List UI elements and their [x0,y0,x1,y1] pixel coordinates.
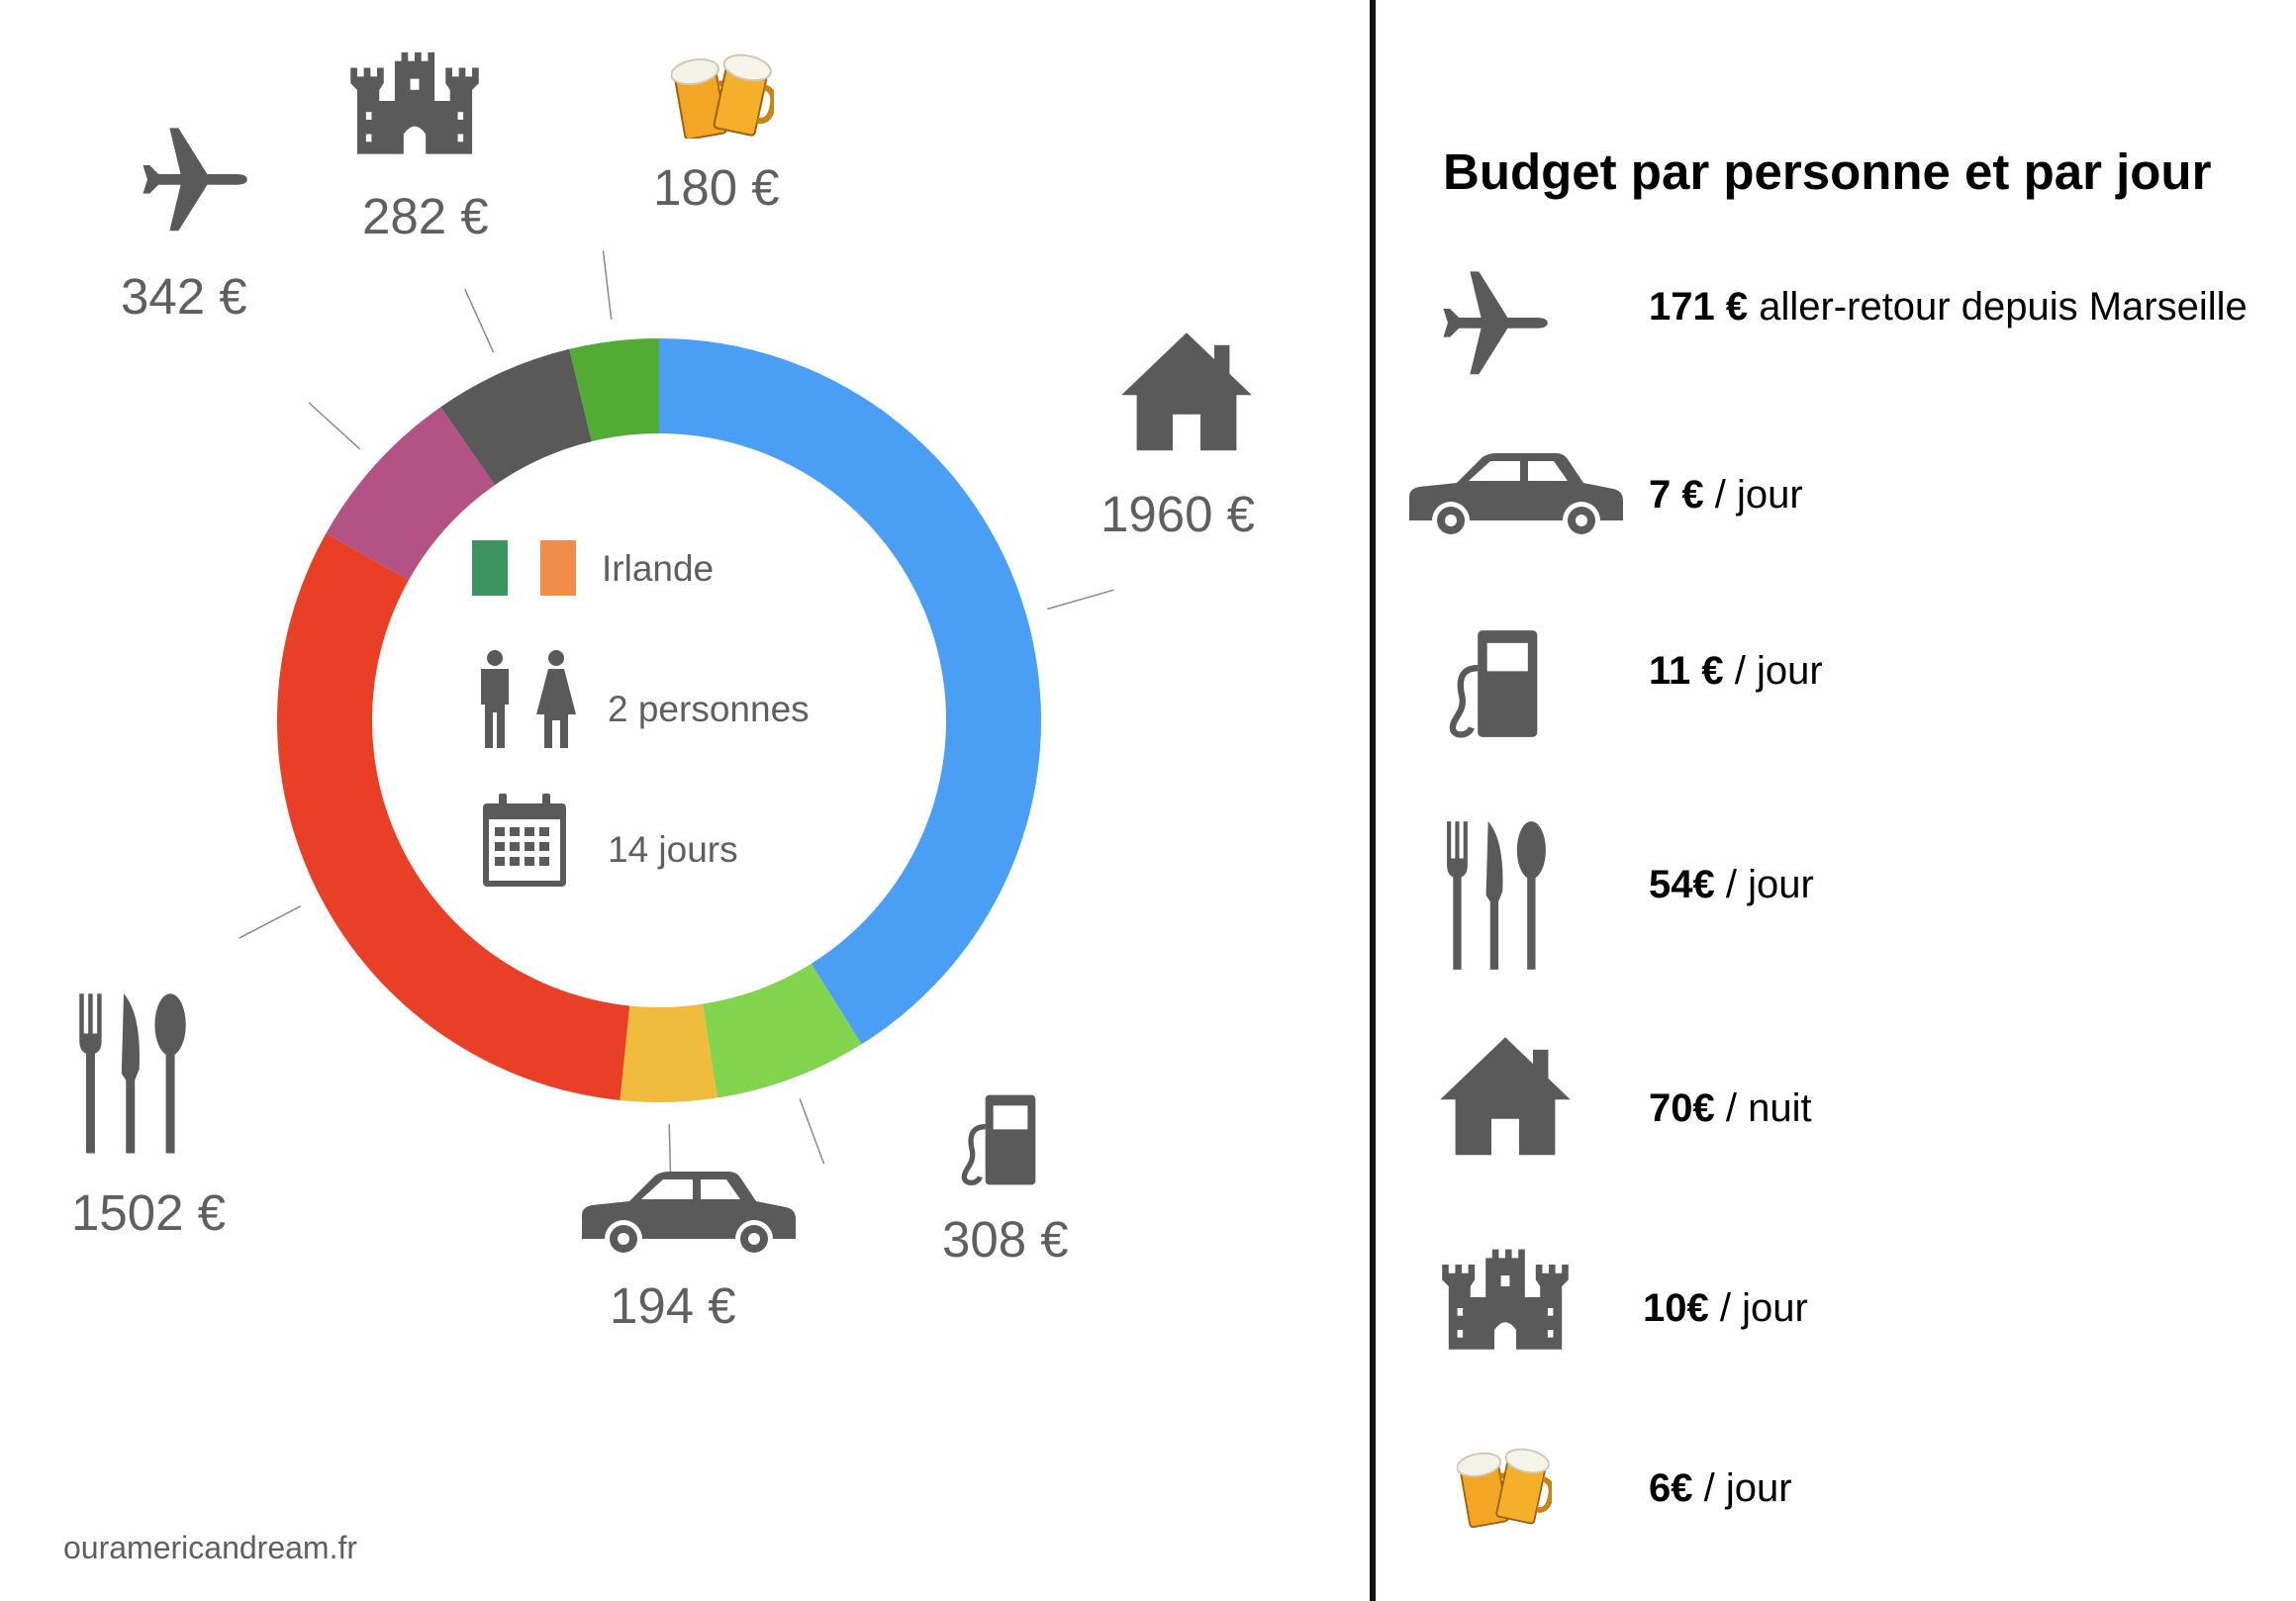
budget-amount: 10€ [1643,1286,1709,1330]
slice-label-avion: 342 € [121,268,247,325]
donut-chart [239,250,1114,1193]
budget-unit: / jour [1703,473,1803,517]
budget-amount: 11 € [1649,649,1724,693]
leader-line-essence [799,1098,825,1165]
car-icon [582,1172,796,1258]
budget-fuel-pump-icon [1449,630,1538,738]
leader-lines [239,250,1114,1193]
budget-unit: / jour [1692,1466,1792,1510]
slice-bieres [569,338,659,442]
slice-voiture [620,1003,718,1102]
flag-stripe-green [472,540,508,596]
slice-repas [276,533,630,1100]
fuel-pump-icon [961,1094,1036,1185]
budget-unit: / jour [1723,649,1823,693]
slice-label-repas: 1502 € [71,1184,226,1241]
country-label: Irlande [602,548,715,589]
slice-essence [703,963,862,1098]
airplane-icon [143,128,247,232]
budget-castle-icon [1442,1249,1569,1350]
castle-icon [350,51,479,154]
budget-item-visits: 10€ / jour [1643,1286,1808,1331]
budget-unit: / nuit [1714,1086,1812,1130]
leader-line-bieres [602,250,613,320]
budget-item-car: 7 € / jour [1649,473,1803,518]
budget-unit: aller-retour depuis Marseille [1748,285,2248,329]
slice-label-essence: 308 € [942,1211,1069,1268]
cutlery-icon [79,993,186,1154]
budget-amount: 7 € [1649,473,1704,517]
slice-visites [440,348,592,486]
budget-beer-icon [1457,1448,1552,1528]
budget-unit: / jour [1708,1286,1808,1330]
beer-icon [671,53,774,139]
budget-amount: 171 € [1649,285,1749,329]
budget-unit: / jour [1714,863,1814,906]
leader-line-avion [308,402,361,450]
budget-item-fuel: 11 € / jour [1649,649,1823,694]
donut-slices [276,338,1041,1102]
budget-cutlery-icon [1447,821,1546,970]
budget-amount: 70€ [1649,1086,1715,1130]
slice-avion [326,407,496,581]
calendar-icon [483,794,566,887]
slice-label-visites: 282 € [362,188,489,244]
house-icon [1121,332,1252,451]
leader-line-visites [464,288,495,353]
slice-label-logement: 1960 € [1100,486,1255,542]
slice-logement [659,338,1041,1045]
budget-house-icon [1440,1037,1571,1156]
days-label: 14 jours [608,829,738,870]
budget-item-flight: 171 € aller-retour depuis Marseille [1649,285,2248,330]
budget-car-icon [1409,453,1623,539]
budget-airplane-icon [1443,271,1548,375]
slice-label-bieres: 180 € [653,159,780,216]
budget-title: Budget par personne et par jour [1443,143,2212,200]
budget-item-food: 54€ / jour [1649,863,1814,907]
slice-label-voiture: 194 € [610,1277,736,1334]
people-label: 2 personnes [608,689,810,729]
people-icon [481,650,576,748]
leader-line-logement [1046,589,1114,611]
flag-stripe-orange [540,540,576,596]
leader-line-repas [239,905,302,939]
budget-item-lodging: 70€ / nuit [1649,1086,1812,1131]
site-credit: ouramericandream.fr [63,1530,357,1565]
vertical-divider [1370,0,1376,1601]
budget-amount: 6€ [1649,1466,1693,1510]
budget-amount: 54€ [1649,863,1715,906]
budget-item-drinks: 6€ / jour [1649,1466,1792,1511]
